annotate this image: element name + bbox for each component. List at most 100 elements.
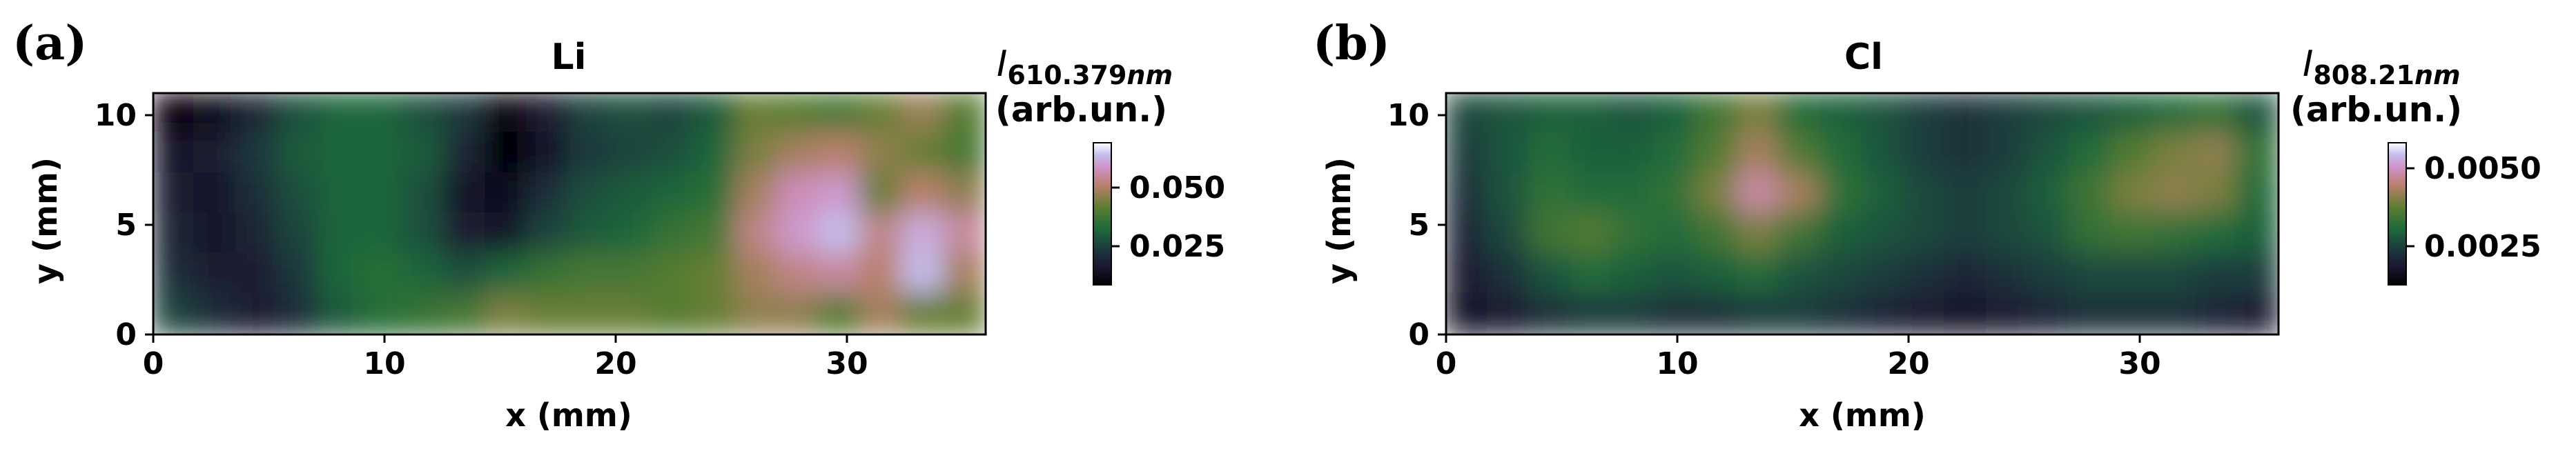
- x-axis-label: x (mm): [1799, 397, 1926, 434]
- heatmap-cell: [360, 93, 404, 135]
- heatmap-cell: [526, 252, 571, 296]
- heatmap-cell: [734, 172, 779, 215]
- heatmap-cell: [1694, 132, 1739, 175]
- heatmap-cell: [2235, 132, 2279, 175]
- heatmap-cell: [859, 212, 904, 256]
- heatmap-cell: [318, 252, 363, 296]
- heatmap-cell: [1736, 172, 1781, 215]
- heatmap-cell: [734, 132, 779, 175]
- heatmap-cell: [235, 93, 280, 135]
- heatmap-cell: [942, 252, 986, 296]
- x-axis: 0 10 20 30 x (mm): [143, 334, 868, 434]
- heatmap-cell: [1736, 292, 1781, 334]
- heatmap-cell: [485, 172, 529, 215]
- heatmap-cell: [568, 292, 613, 334]
- y-tick-label: 5: [1408, 208, 1430, 243]
- heatmap-cell: [443, 292, 488, 334]
- heatmap-cell: [2235, 252, 2279, 296]
- heatmap-cell: [1486, 93, 1531, 135]
- heatmap-cell: [2152, 212, 2197, 256]
- heatmap-cell: [401, 93, 447, 135]
- heatmap-cell: [443, 212, 488, 256]
- heatmap-cell: [235, 252, 280, 296]
- heatmap-cell: [1611, 292, 1656, 334]
- heatmap-cell: [817, 132, 863, 175]
- heatmap-cell: [692, 252, 738, 296]
- heatmap-cell: [1694, 172, 1739, 215]
- heatmap-cell: [651, 132, 696, 175]
- heatmap-canvas: [153, 93, 986, 334]
- heatmap-cell: [817, 212, 863, 256]
- heatmap-cell: [2069, 132, 2114, 175]
- heatmap-cell: [1446, 93, 1490, 135]
- heatmap-cell: [2235, 212, 2279, 256]
- heatmap-cell: [318, 292, 363, 334]
- heatmap-cell: [2194, 172, 2238, 215]
- heatmap-cell: [1569, 93, 1614, 135]
- heatmap-cell: [360, 172, 404, 215]
- x-tick-label: 10: [1656, 346, 1698, 381]
- heatmap-cell: [1985, 212, 2031, 256]
- heatmap: [152, 92, 987, 336]
- heatmap-cell: [153, 172, 197, 215]
- heatmap-cell: [2110, 212, 2156, 256]
- heatmap-cell: [2194, 93, 2238, 135]
- heatmap-cell: [1985, 132, 2031, 175]
- heatmap-cell: [692, 172, 738, 215]
- heatmap-cell: [318, 132, 363, 175]
- panel-letter: (a): [12, 16, 87, 71]
- heatmap-cell: [1528, 252, 1572, 296]
- heatmap-cell: [1652, 212, 1697, 256]
- heatmap-cell: [1985, 252, 2031, 296]
- heatmap-cell: [1694, 212, 1739, 256]
- heatmap-cell: [568, 172, 613, 215]
- heatmap-cell: [1446, 172, 1490, 215]
- heatmap-cell: [1486, 172, 1531, 215]
- x-axis: 0 10 20 30 x (mm): [1436, 334, 2161, 434]
- heatmap-cell: [1777, 132, 1822, 175]
- heatmap-cell: [568, 93, 613, 135]
- heatmap-cell: [1861, 132, 1906, 175]
- x-tick-label: 0: [1436, 346, 1457, 381]
- heatmap-cell: [817, 252, 863, 296]
- heatmap-cell: [942, 132, 986, 175]
- heatmap-cell: [1569, 172, 1614, 215]
- x-tick-label: 0: [143, 346, 164, 381]
- heatmap-cell: [1777, 252, 1822, 296]
- heatmap-cell: [2069, 172, 2114, 215]
- heatmap-cell: [1486, 252, 1531, 296]
- heatmap-cell: [2069, 252, 2114, 296]
- heatmap-cell: [526, 132, 571, 175]
- heatmap-cell: [1652, 93, 1697, 135]
- heatmap-cell: [1944, 292, 1989, 334]
- heatmap-cell: [1486, 292, 1531, 334]
- heatmap-cell: [1446, 212, 1490, 256]
- heatmap-cell: [776, 212, 821, 256]
- heatmap-cell: [859, 172, 904, 215]
- plot-title: Li: [552, 37, 587, 78]
- heatmap-cell: [526, 212, 571, 256]
- heatmap-cell: [2152, 93, 2197, 135]
- heatmap-cell: [1944, 172, 1989, 215]
- heatmap-cell: [2110, 292, 2156, 334]
- colorbar: I808.21nm (arb.un.) 0.0025 0.0050: [2290, 43, 2541, 286]
- heatmap-cell: [817, 93, 863, 135]
- heatmap-cell: [2027, 132, 2072, 175]
- heatmap-cell: [193, 93, 238, 135]
- heatmap-cell: [692, 93, 738, 135]
- heatmap-cell: [193, 172, 238, 215]
- colorbar-unit: (arb.un.): [2290, 90, 2462, 130]
- heatmap-cell: [276, 132, 322, 175]
- heatmap-cell: [2027, 212, 2072, 256]
- heatmap-cell: [1944, 132, 1989, 175]
- heatmap-cell: [1652, 252, 1697, 296]
- heatmap-cell: [276, 212, 322, 256]
- heatmap-cell: [1569, 132, 1614, 175]
- heatmap-cell: [360, 292, 404, 334]
- heatmap-cell: [1861, 292, 1906, 334]
- heatmap-cell: [1652, 172, 1697, 215]
- heatmap-cell: [360, 252, 404, 296]
- heatmap-cell: [485, 93, 529, 135]
- heatmap-cell: [526, 292, 571, 334]
